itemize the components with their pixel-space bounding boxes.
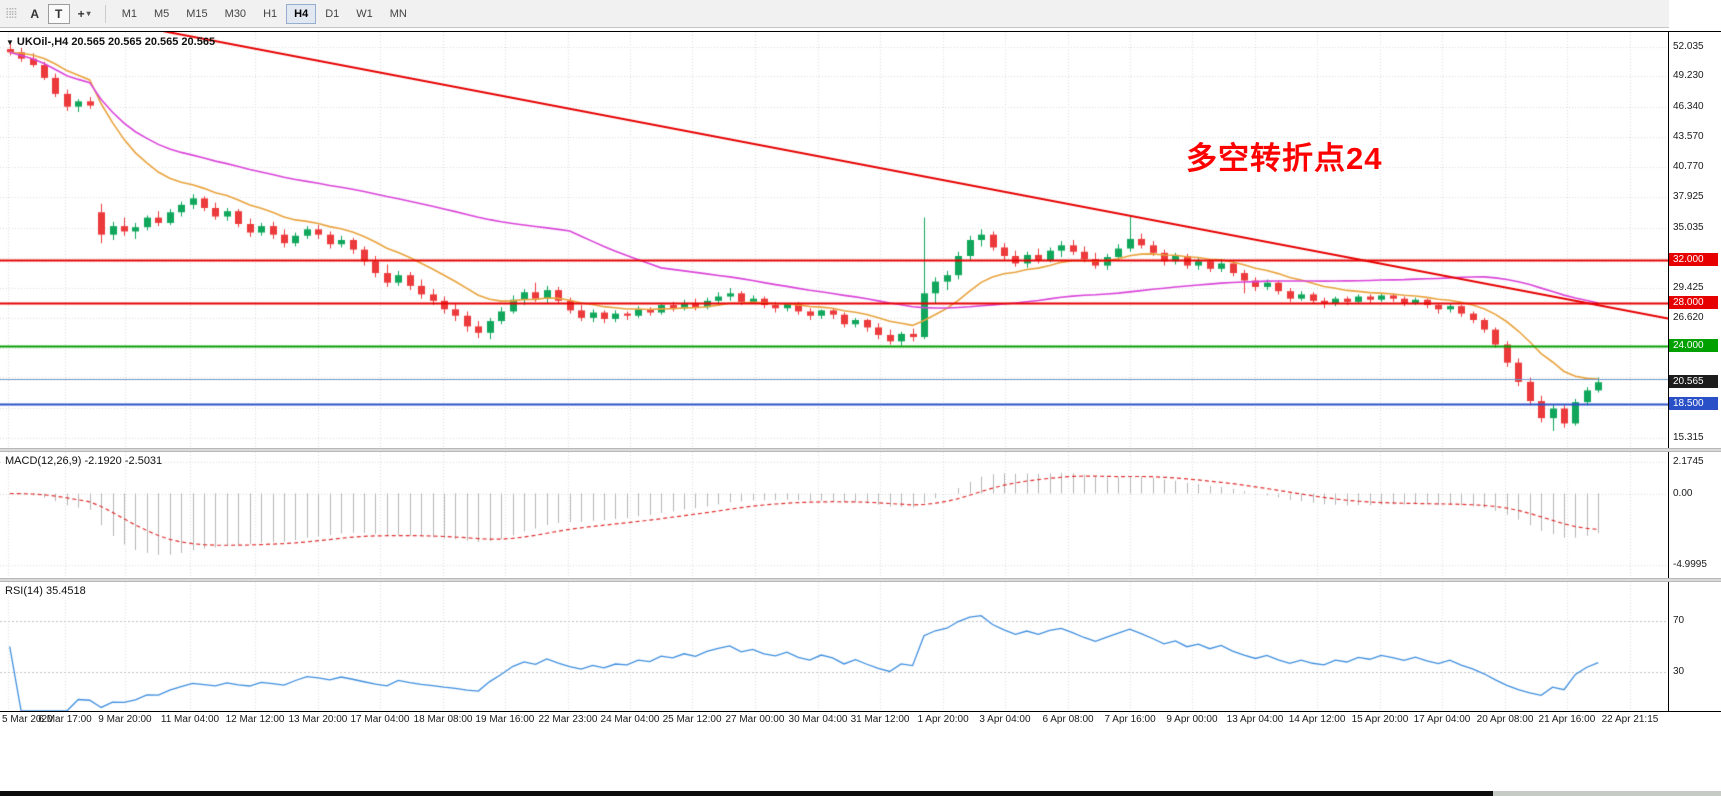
macd-value-signal: -2.5031	[124, 455, 163, 467]
price-tick: 15.315	[1673, 432, 1704, 443]
chart-annotation-text[interactable]: 多空转折点24	[1186, 141, 1383, 176]
time-tick: 11 Mar 04:00	[160, 714, 220, 725]
time-tick: 24 Mar 04:00	[600, 714, 660, 725]
annotation-tool-button[interactable]: A	[30, 6, 39, 21]
time-tick: 19 Mar 16:00	[475, 714, 535, 725]
time-tick: 9 Mar 20:00	[98, 714, 152, 725]
pane-splitter-macd[interactable]	[0, 448, 1721, 452]
price-tick: 49.230	[1673, 70, 1704, 81]
time-tick: 15 Apr 20:00	[1351, 714, 1409, 725]
macd-canvas[interactable]	[0, 452, 1668, 578]
price-tick: 46.340	[1673, 101, 1704, 112]
price-chart-canvas[interactable]	[0, 32, 1668, 448]
price-tick: 29.425	[1673, 282, 1704, 293]
chart-bottom-border	[0, 711, 1721, 712]
time-tick: 22 Apr 21:15	[1601, 714, 1659, 725]
pane-splitter-rsi[interactable]	[0, 578, 1721, 582]
macd-name: MACD(12,26,9)	[5, 455, 82, 467]
time-tick: 30 Mar 04:00	[788, 714, 848, 725]
rsi-canvas[interactable]	[0, 582, 1668, 711]
timeframe-m5[interactable]: M5	[153, 7, 170, 20]
symbol-ohlc-text: UKOil-,H4 20.565 20.565 20.565 20.565	[16, 36, 216, 48]
crosshair-tool-button[interactable]: + ▾	[72, 4, 97, 24]
text-tool-button[interactable]: T	[47, 3, 70, 24]
price-line-badge: 24.000	[1669, 339, 1718, 352]
time-tick: 17 Apr 04:00	[1413, 714, 1471, 725]
toolbar-separator	[104, 4, 106, 23]
toolbar: ⣿⣿ A T + ▾ M1 M5 M15 M30 H1 H4 D1 W1 MN	[0, 0, 1721, 28]
current-price-badge: 20.565	[1669, 375, 1718, 388]
timeframe-m30[interactable]: M30	[224, 7, 247, 20]
rsi-tick: 70	[1673, 615, 1685, 626]
time-tick: 7 Apr 16:00	[1104, 714, 1156, 725]
price-tick: 40.770	[1673, 161, 1704, 172]
time-tick: 14 Apr 12:00	[1288, 714, 1346, 725]
timeframe-d1[interactable]: D1	[325, 7, 340, 20]
price-line-badge: 32.000	[1669, 253, 1718, 266]
macd-tick: 2.1745	[1673, 456, 1704, 467]
axis-separator	[1668, 32, 1669, 711]
time-axis[interactable]: 5 Mar 2020 6 Mar 17:00 9 Mar 20:00 11 Mar 0…	[0, 712, 1668, 728]
time-tick: 9 Apr 00:00	[1166, 714, 1218, 725]
timeframe-m1[interactable]: M1	[121, 7, 137, 20]
timeframe-group: M1 M5 M15 M30 H1 H4 D1 W1 MN	[114, 3, 415, 24]
time-tick: 6 Apr 08:00	[1042, 714, 1094, 725]
time-tick: 21 Apr 16:00	[1538, 714, 1596, 725]
time-tick: 31 Mar 12:00	[850, 714, 910, 725]
timeframe-h1[interactable]: H1	[263, 7, 278, 20]
chevron-down-icon[interactable]: ▾	[86, 9, 91, 18]
timeframe-mn[interactable]: MN	[389, 7, 407, 20]
rsi-label: RSI(14) 35.4518	[5, 585, 86, 597]
price-tick: 26.620	[1673, 312, 1704, 323]
timeframe-h4[interactable]: H4	[286, 3, 317, 24]
rsi-tick: 30	[1673, 666, 1685, 677]
price-line-badge: 18.500	[1669, 397, 1718, 410]
collapse-icon[interactable]: ▼	[6, 38, 14, 47]
time-tick: 25 Mar 12:00	[662, 714, 722, 725]
time-tick: 18 Mar 08:00	[413, 714, 473, 725]
time-tick: 5 Mar 2020	[2, 714, 53, 725]
macd-label: MACD(12,26,9) -2.1920 -2.5031	[5, 455, 162, 467]
crosshair-icon: +	[77, 6, 85, 21]
price-tick: 52.035	[1673, 41, 1704, 52]
time-tick: 1 Apr 20:00	[917, 714, 969, 725]
price-tick: 35.035	[1673, 222, 1704, 233]
time-tick: 13 Apr 04:00	[1226, 714, 1284, 725]
timeframe-m15[interactable]: M15	[186, 7, 208, 20]
macd-tick: -4.9995	[1673, 559, 1707, 570]
time-tick: 12 Mar 12:00	[225, 714, 285, 725]
time-tick: 17 Mar 04:00	[350, 714, 410, 725]
chart-top-border	[0, 31, 1721, 32]
macd-tick: 0.00	[1673, 488, 1693, 499]
scrollbar-track[interactable]	[1493, 791, 1721, 796]
time-tick: 27 Mar 00:00	[725, 714, 785, 725]
price-tick: 43.570	[1673, 131, 1704, 142]
time-tick: 6 Mar 17:00	[38, 714, 92, 725]
time-tick: 22 Mar 23:00	[538, 714, 598, 725]
time-tick: 13 Mar 20:00	[288, 714, 348, 725]
price-tick: 37.925	[1673, 191, 1704, 202]
price-line-badge: 28.000	[1669, 296, 1718, 309]
bottom-scrollbar[interactable]	[0, 791, 1721, 796]
macd-value-main: -2.1920	[84, 455, 122, 467]
toolbar-grip-icon[interactable]: ⣿⣿	[5, 8, 18, 19]
price-axis[interactable]: 52.035 49.230 46.340 43.570 40.770 37.925 35.0…	[1669, 0, 1721, 790]
rsi-value: 35.4518	[45, 585, 86, 597]
symbol-label: ▼ UKOil-,H4 20.565 20.565 20.565 20.565	[6, 36, 215, 48]
time-tick: 3 Apr 04:00	[979, 714, 1031, 725]
time-tick: 20 Apr 08:00	[1476, 714, 1534, 725]
timeframe-w1[interactable]: W1	[356, 7, 373, 20]
rsi-name: RSI(14)	[5, 585, 43, 597]
